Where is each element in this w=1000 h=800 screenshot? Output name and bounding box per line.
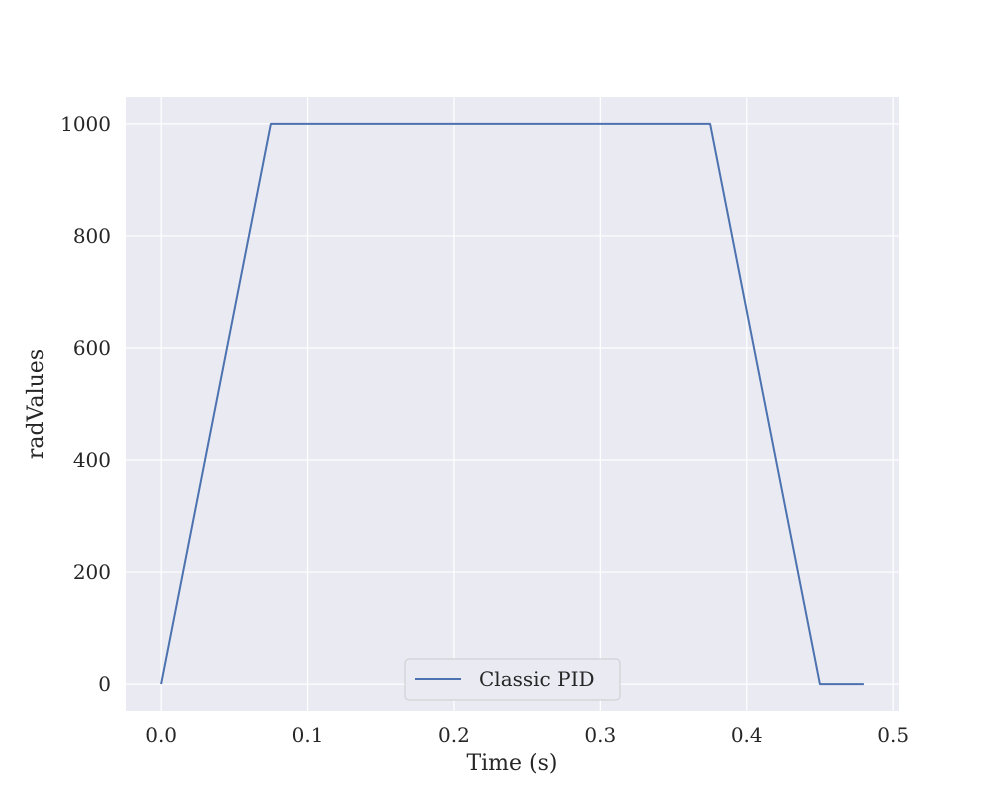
y-tick-label: 800 (73, 224, 111, 248)
series-line-classic-pid (160, 122, 864, 686)
x-tick-label: 0.1 (292, 723, 324, 747)
y-tick-label: 600 (73, 336, 111, 360)
x-axis-label: Time (s) (466, 751, 557, 776)
x-tick-label: 0.0 (145, 723, 177, 747)
x-tick-label: 0.4 (731, 723, 763, 747)
legend: Classic PID (404, 658, 621, 701)
legend-label: Classic PID (479, 667, 595, 691)
y-tick-label: 1000 (60, 112, 111, 136)
x-tick-label: 0.3 (584, 723, 616, 747)
y-tick-label: 400 (73, 448, 111, 472)
plot-area-background (126, 97, 899, 711)
x-tick-label: 0.5 (877, 723, 909, 747)
series-layer (160, 122, 864, 686)
legend-box (404, 658, 621, 701)
x-tick-label: 0.2 (438, 723, 470, 747)
y-tick-label: 0 (98, 672, 111, 696)
y-tick-labels: 0 200 400 600 800 1000 (60, 112, 111, 696)
x-gridlines (160, 97, 894, 711)
y-tick-label: 200 (73, 560, 111, 584)
y-axis-label: radValues (24, 349, 49, 459)
x-tick-labels: 0.0 0.1 0.2 0.3 0.4 0.5 (145, 723, 909, 747)
